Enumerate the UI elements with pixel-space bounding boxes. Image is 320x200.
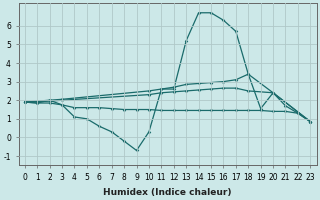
X-axis label: Humidex (Indice chaleur): Humidex (Indice chaleur) [103,188,232,197]
